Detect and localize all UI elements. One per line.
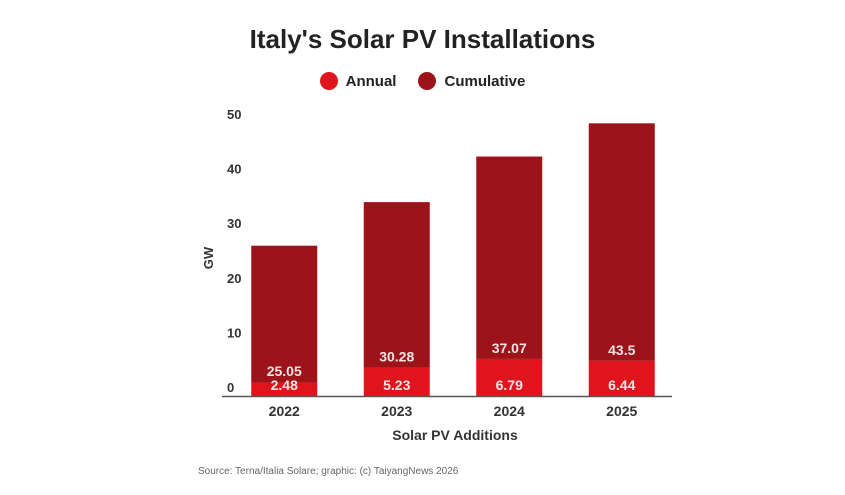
- data-label-cumulative: 30.28: [379, 348, 414, 364]
- x-tick-label: 2024: [494, 403, 525, 419]
- legend-swatch-cumulative: [418, 72, 437, 90]
- data-label-annual: 5.23: [383, 377, 410, 393]
- x-axis-label: Solar PV Additions: [392, 427, 518, 443]
- data-label-cumulative: 43.5: [608, 342, 635, 358]
- bar-annual: [476, 358, 543, 396]
- bar-cumulative: [363, 202, 430, 368]
- legend-label-cumulative: Cumulative: [444, 72, 526, 90]
- y-tick-label: 0: [227, 380, 234, 395]
- x-tick-label: 2023: [381, 403, 412, 419]
- bar-annual: [363, 367, 430, 396]
- legend-label-annual: Annual: [345, 72, 397, 90]
- data-label-cumulative: 37.07: [492, 340, 527, 356]
- y-tick-label: 50: [227, 107, 241, 122]
- legend-item-cumulative: Cumulative: [418, 72, 525, 90]
- bar-cumulative: [251, 245, 318, 383]
- data-label-cumulative: 25.05: [267, 363, 302, 379]
- legend-swatch-annual: [319, 72, 338, 90]
- chart-title: Italy's Solar PV Installations: [249, 24, 596, 54]
- y-tick-label: 10: [227, 325, 241, 340]
- data-label-annual: 2.48: [271, 377, 298, 393]
- data-label-annual: 6.44: [608, 377, 635, 393]
- source-note: Source: Terna/Italia Solare; graphic: (c…: [198, 466, 459, 477]
- y-axis-label: GW: [201, 246, 216, 269]
- x-tick-label: 2025: [606, 403, 637, 419]
- bar-cumulative: [588, 123, 655, 361]
- data-label-annual: 6.79: [496, 377, 523, 393]
- x-tick-label: 2022: [269, 403, 300, 419]
- y-tick-label: 40: [227, 162, 241, 177]
- bar-annual: [588, 360, 655, 396]
- bar-annual: [251, 382, 318, 396]
- legend: Annual Cumulative: [0, 72, 845, 90]
- legend-item-annual: Annual: [319, 72, 397, 90]
- bar-cumulative: [476, 156, 543, 359]
- y-tick-label: 20: [227, 271, 241, 286]
- y-tick-label: 30: [227, 216, 241, 231]
